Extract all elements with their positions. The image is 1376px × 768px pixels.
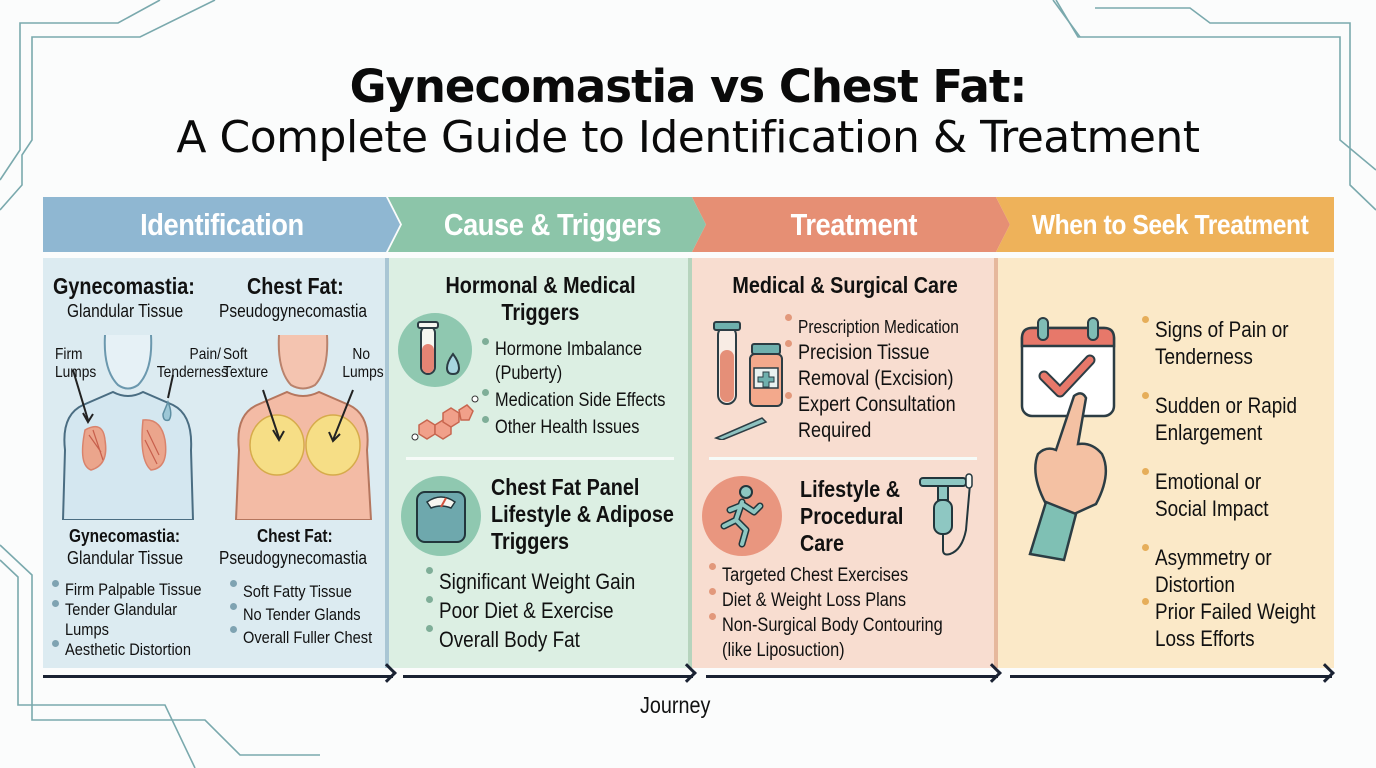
list-item: Non-Surgical Body Contouring (like Lipos… xyxy=(708,613,998,663)
list-item: Soft Fatty Tissue xyxy=(229,580,387,603)
weight-scale-icon xyxy=(401,476,481,556)
calendar-check-icon xyxy=(1020,317,1116,562)
procedural-heading: Lifestyle & Procedural Care xyxy=(800,476,904,556)
scalpel-icon xyxy=(713,417,768,440)
fat-list-heading: Chest Fat: xyxy=(257,526,333,546)
fat-heading: Chest Fat: xyxy=(247,273,344,299)
identification-panel: Gynecomastia: Glandular Tissue Chest Fat… xyxy=(43,258,389,668)
medicine-bottle-icon xyxy=(713,321,783,440)
medical-treatment-list: Prescription Medication Precision Tissue… xyxy=(784,314,996,444)
list-item: Sudden or Rapid Enlargement xyxy=(1141,392,1331,446)
hormonal-trigger-list: Hormone Imbalance (Puberty) Medication S… xyxy=(481,338,691,440)
list-item: Expert Consultation Required xyxy=(784,392,996,444)
callout-pain-tenderness: Pain/ Tenderness xyxy=(156,346,228,381)
list-item: Targeted Chest Exercises xyxy=(708,563,998,588)
stage-header-identification: Identification xyxy=(43,197,400,252)
fat-symptom-list: Soft Fatty Tissue No Tender Glands Overa… xyxy=(229,580,387,649)
callout-firm-lumps: Firm Lumps xyxy=(55,346,97,381)
list-item: Firm Palpable Tissue xyxy=(51,580,226,600)
journey-label: Journey xyxy=(640,692,711,718)
list-item: Significant Weight Gain xyxy=(425,567,685,596)
stage-label: Treatment xyxy=(790,206,918,242)
divider xyxy=(709,457,977,460)
list-item: Hormone Imbalance (Puberty) xyxy=(481,338,691,386)
list-item: Overall Body Fat xyxy=(425,625,685,654)
list-item: Diet & Weight Loss Plans xyxy=(708,588,998,613)
lifestyle-heading: Chest Fat Panel Lifestyle & Adipose Trig… xyxy=(491,474,674,554)
lifestyle-trigger-list: Significant Weight Gain Poor Diet & Exer… xyxy=(425,567,685,654)
list-item: Aesthetic Distortion xyxy=(51,640,226,660)
droplet-icon xyxy=(445,352,461,376)
list-item: Overall Fuller Chest xyxy=(229,626,387,649)
stage-label: When to Seek Treatment xyxy=(1031,208,1309,240)
stage-header-seek-treatment: When to Seek Treatment xyxy=(996,197,1334,252)
page-title: Gynecomastia vs Chest Fat: A Complete Gu… xyxy=(0,62,1376,162)
list-item: Prescription Medication xyxy=(784,314,996,340)
seek-treatment-panel: Signs of Pain or Tenderness Sudden or Ra… xyxy=(998,258,1334,668)
stage-label: Identification xyxy=(139,206,304,242)
running-person-icon xyxy=(702,476,782,556)
stage-header-treatment: Treatment xyxy=(692,197,1010,252)
gyno-heading: Gynecomastia: xyxy=(53,273,195,299)
steroid-molecule-icon xyxy=(411,395,479,441)
list-item: Other Health Issues xyxy=(481,416,691,440)
list-item: Medication Side Effects xyxy=(481,389,691,413)
torso-fatty-tissue-icon xyxy=(234,334,373,520)
fat-list-subheading: Pseudogynecomastia xyxy=(219,548,368,568)
list-item: Precision Tissue Removal (Excision) xyxy=(784,340,996,392)
list-item: Asymmetry or Distortion xyxy=(1141,544,1331,598)
stage-header-causes: Cause & Triggers xyxy=(388,197,706,252)
fat-subheading: Pseudogynecomastia xyxy=(219,301,368,321)
causes-panel: Hormonal & Medical Triggers Hormone Imba… xyxy=(389,258,692,668)
gyno-subheading: Glandular Tissue xyxy=(67,301,184,321)
list-item: No Tender Glands xyxy=(229,603,387,626)
list-item: Poor Diet & Exercise xyxy=(425,596,685,625)
divider xyxy=(406,457,674,460)
stage-label: Cause & Triggers xyxy=(443,206,661,242)
test-tube-icon xyxy=(398,313,472,387)
gyno-list-heading: Gynecomastia: xyxy=(69,526,180,546)
list-item: Emotional or Social Impact xyxy=(1141,468,1331,522)
callout-soft-texture: Soft Texture xyxy=(223,346,269,381)
treatment-panel: Medical & Surgical Care Prescription Med… xyxy=(692,258,998,668)
pointing-hand-icon xyxy=(1028,392,1108,562)
gyno-symptom-list: Firm Palpable Tissue Tender Glandular Lu… xyxy=(51,580,226,660)
title-line-1: Gynecomastia vs Chest Fat: xyxy=(349,60,1028,113)
callout-no-lumps: No Lumps xyxy=(342,346,384,381)
list-item: Signs of Pain or Tenderness xyxy=(1141,316,1331,370)
hormonal-heading: Hormonal & Medical Triggers xyxy=(445,272,636,325)
title-line-2: A Complete Guide to Identification & Tre… xyxy=(176,111,1200,163)
procedural-treatment-list: Targeted Chest Exercises Diet & Weight L… xyxy=(708,563,998,663)
list-item: Prior Failed Weight Loss Efforts xyxy=(1141,598,1331,652)
seek-criteria-list: Signs of Pain or Tenderness Sudden or Ra… xyxy=(1141,316,1331,652)
torso-glandular-tissue-icon xyxy=(61,334,195,520)
list-item: Tender Glandular Lumps xyxy=(51,600,226,640)
liposuction-cannula-icon xyxy=(919,473,973,556)
gyno-list-subheading: Glandular Tissue xyxy=(67,548,184,568)
medical-heading: Medical & Surgical Care xyxy=(732,272,958,298)
